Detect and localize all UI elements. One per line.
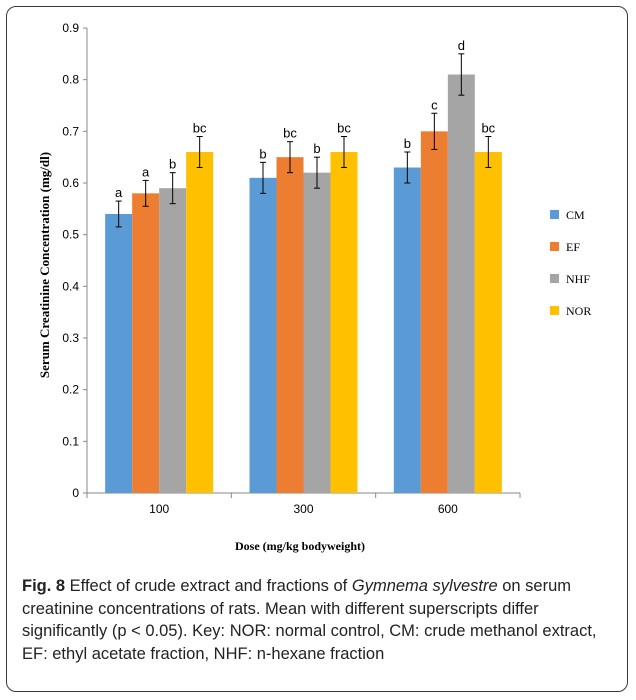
bar-cm	[249, 177, 277, 494]
legend-label-nor: NOR	[566, 304, 591, 318]
x-tick-label: 100	[149, 502, 169, 516]
significance-letter: bc	[283, 126, 297, 141]
legend-swatch-cm	[550, 210, 559, 219]
bar-nor	[474, 152, 502, 493]
bar-cm	[393, 167, 421, 493]
significance-letter: a	[115, 185, 123, 200]
bar-nhf	[447, 74, 475, 493]
legend-label-nhf: NHF	[566, 272, 590, 286]
y-tick-label: 0.5	[62, 228, 79, 242]
bar-ef	[420, 131, 448, 494]
bar-nhf	[159, 188, 187, 493]
bar-cm	[105, 214, 133, 493]
significance-letter: d	[458, 38, 465, 53]
significance-letter: b	[313, 141, 320, 156]
y-tick-label: 0.6	[62, 176, 79, 190]
y-tick-label: 0.1	[62, 434, 79, 448]
bar-nor	[186, 152, 214, 493]
bar-ef	[276, 157, 304, 493]
significance-letter: c	[431, 97, 438, 112]
x-tick-label: 600	[438, 502, 458, 516]
y-tick-label: 0.9	[62, 21, 79, 35]
legend-swatch-nhf	[550, 274, 559, 283]
legend-swatch-nor	[550, 306, 559, 315]
figure-caption: Fig. 8 Effect of crude extract and fract…	[22, 575, 612, 665]
y-tick-label: 0.7	[62, 124, 79, 138]
caption-species: Gymnema sylvestre	[351, 577, 498, 595]
bar-nor	[330, 152, 358, 493]
significance-letter: b	[169, 157, 176, 172]
y-tick-label: 0	[72, 486, 79, 500]
bar-nhf	[303, 172, 331, 493]
caption-text-before: Effect of crude extract and fractions of	[65, 577, 352, 595]
significance-letter: bc	[193, 121, 207, 136]
legend-swatch-ef	[550, 242, 559, 251]
significance-letter: b	[259, 146, 266, 161]
y-tick-label: 0.8	[62, 73, 79, 87]
caption-text-after: on serum creatinine concentrations of ra…	[22, 577, 597, 663]
y-tick-label: 0.2	[62, 383, 79, 397]
significance-letter: bc	[337, 121, 351, 136]
significance-letter: a	[142, 164, 150, 179]
x-axis-title: Dose (mg/kg bodyweight)	[235, 539, 365, 553]
significance-letter: b	[404, 136, 411, 151]
y-tick-label: 0.3	[62, 331, 79, 345]
figure-label: Fig. 8	[22, 577, 66, 595]
bar-chart: Serum Creatinine Concentration (mg/dl) D…	[37, 21, 591, 553]
legend-label-ef: EF	[566, 240, 580, 254]
y-axis-title: Serum Creatinine Concentration (mg/dl)	[37, 152, 52, 378]
legend-label-cm: CM	[566, 208, 585, 222]
x-tick-label: 300	[293, 502, 313, 516]
significance-letter: bc	[481, 121, 495, 136]
bar-ef	[132, 193, 160, 494]
y-tick-label: 0.4	[62, 279, 79, 293]
